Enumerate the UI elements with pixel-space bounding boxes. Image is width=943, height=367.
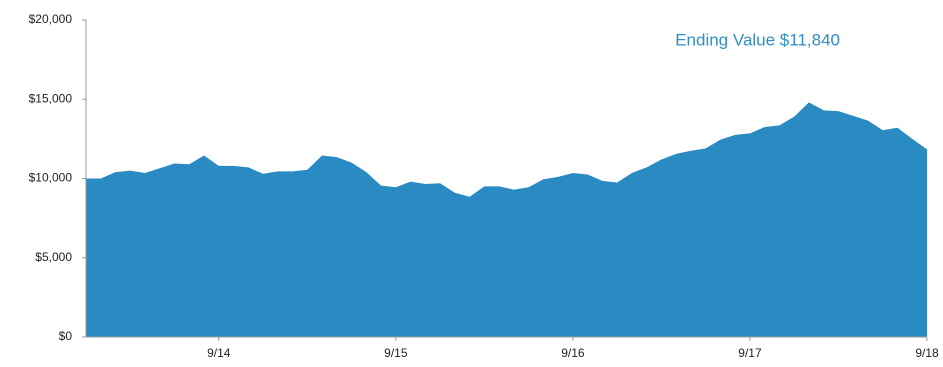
x-tick-label: 9/17 bbox=[738, 346, 762, 360]
y-tick-label: $20,000 bbox=[29, 12, 73, 26]
area bbox=[86, 102, 927, 337]
y-tick-label: $5,000 bbox=[35, 250, 72, 264]
x-tick-label: 9/18 bbox=[915, 346, 939, 360]
y-tick-label: $15,000 bbox=[29, 91, 73, 105]
x-tick-label: 9/15 bbox=[384, 346, 408, 360]
ending-value-annotation: Ending Value $11,840 bbox=[675, 30, 840, 49]
y-tick-label: $10,000 bbox=[29, 171, 73, 185]
y-tick-label: $0 bbox=[59, 329, 73, 343]
x-tick-label: 9/14 bbox=[207, 346, 231, 360]
x-tick-label: 9/16 bbox=[561, 346, 585, 360]
